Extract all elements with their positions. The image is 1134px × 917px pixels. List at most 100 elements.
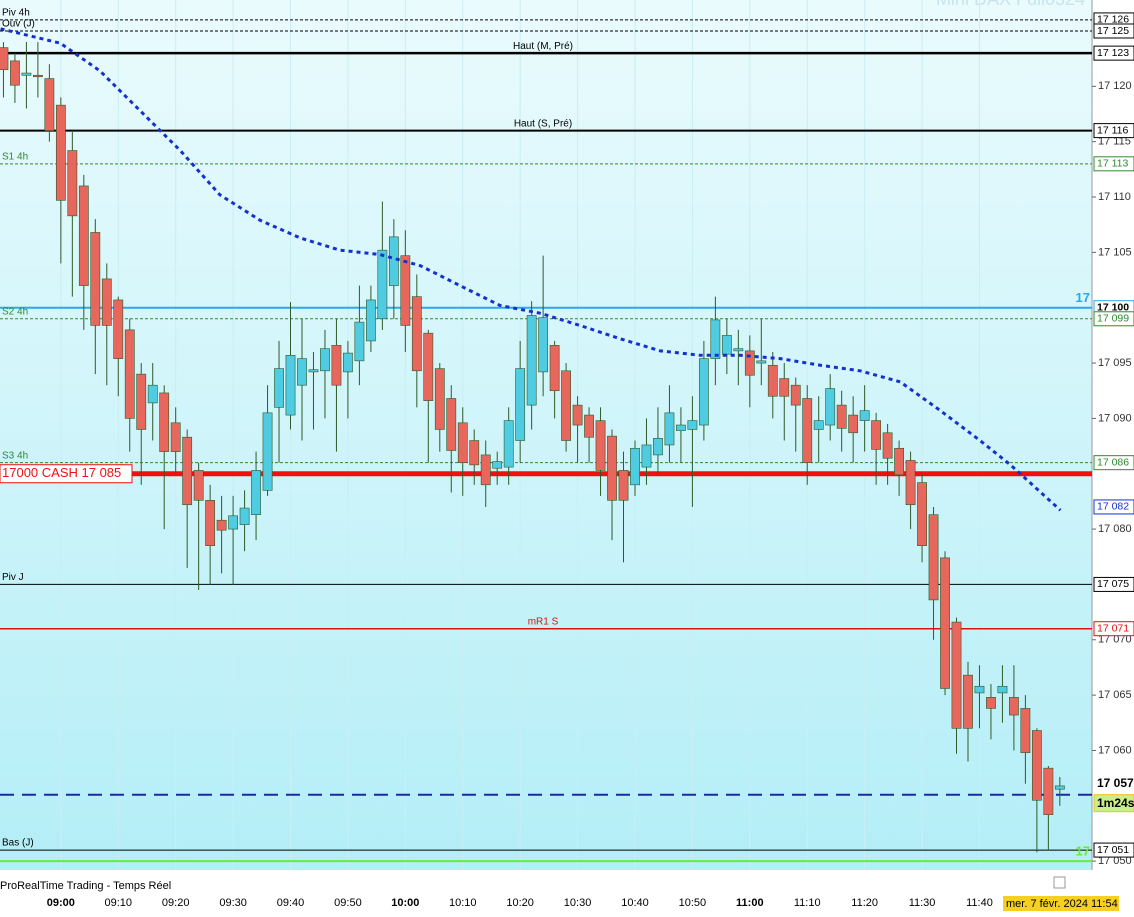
source-label: ProRealTime Trading - Temps Réel — [0, 880, 171, 892]
x-tick-label: 10:10 — [449, 897, 477, 909]
level-name: Haut (S, Pré) — [514, 118, 572, 129]
x-tick-label: 11:00 — [736, 897, 764, 909]
date-box — [1003, 896, 1119, 911]
y-tick-label: 17 095 — [1098, 357, 1132, 369]
y-tick-label: 17 090 — [1098, 412, 1132, 424]
instrument-title: Mini DAX Full0324 — [936, 0, 1085, 9]
y-tick-label: 17 120 — [1098, 80, 1132, 92]
candle-body — [733, 348, 744, 352]
candle-body — [526, 315, 537, 406]
candle-body — [653, 438, 663, 456]
candle-body — [607, 435, 617, 501]
price-box — [1093, 156, 1134, 172]
candle-body — [343, 352, 353, 373]
x-tick-label: 11:10 — [794, 897, 821, 909]
candle-body — [113, 299, 124, 359]
candle-body — [400, 255, 411, 326]
countdown-box — [1093, 794, 1134, 813]
candle-body — [882, 432, 893, 459]
candle-body — [641, 444, 652, 468]
price-box — [1093, 23, 1134, 39]
x-tick-label: 09:00 — [47, 897, 75, 909]
candle-body — [848, 414, 859, 434]
candle-body — [802, 398, 813, 463]
y-tick-label: 17 060 — [1098, 744, 1132, 756]
candle-body — [10, 60, 20, 86]
x-tick-label: 09:10 — [105, 897, 133, 909]
candle-body — [457, 422, 468, 463]
candle-body — [871, 420, 882, 450]
candle-body — [147, 384, 158, 404]
x-tick-label: 11:40 — [966, 897, 993, 909]
candle-body — [21, 72, 32, 76]
candle-body — [744, 350, 755, 376]
price-box — [1093, 621, 1134, 637]
candle-body — [124, 329, 135, 419]
price-box-label: 17 051 — [1097, 844, 1129, 856]
candle-body — [239, 507, 250, 525]
candle-body — [90, 232, 101, 326]
candle-body — [354, 321, 365, 362]
price-box-label: 17 071 — [1097, 622, 1129, 634]
candle-body — [940, 557, 950, 689]
candle-body — [411, 296, 422, 372]
candle-body — [446, 398, 457, 451]
price-box-label: 17 086 — [1097, 456, 1129, 468]
candle-body — [813, 420, 824, 430]
candle-body — [32, 74, 43, 78]
candle-body — [756, 360, 767, 364]
candle-body — [492, 461, 503, 469]
candle-body — [963, 674, 973, 729]
level-name: Piv 4h — [2, 8, 30, 19]
candle-body — [67, 150, 78, 217]
candle-body — [205, 500, 216, 546]
candle-body — [572, 404, 583, 426]
candle-body — [44, 78, 55, 131]
candle-body — [308, 369, 319, 373]
level-name: mR1 S — [528, 616, 559, 627]
y-tick-label: 17 065 — [1098, 689, 1132, 701]
price-box-label: 17 099 — [1097, 313, 1129, 325]
price-box — [1093, 45, 1134, 61]
price-box — [1093, 499, 1134, 515]
candle-body — [538, 317, 549, 373]
candle-body — [515, 368, 526, 441]
date-label: mer. 7 févr. 2024 11:54 — [1006, 898, 1118, 910]
x-tick-label: 09:50 — [334, 897, 362, 909]
candle-body — [423, 332, 434, 401]
last-price-label: 17 057 — [1097, 776, 1134, 790]
candle-body — [698, 358, 709, 426]
level-name: S1 4h — [2, 151, 28, 162]
candle-body — [618, 470, 629, 501]
candle-body — [78, 185, 89, 286]
candle-body — [434, 368, 445, 430]
candle-body — [101, 278, 112, 326]
level-edge-label: 17 — [1076, 290, 1090, 305]
x-tick-label: 10:30 — [564, 897, 592, 909]
candle-body — [274, 368, 284, 408]
candle-body — [595, 420, 606, 471]
candle-body — [905, 460, 916, 506]
candle-body — [561, 370, 571, 441]
candle-body — [928, 514, 939, 601]
candle-body — [365, 299, 376, 342]
y-tick-label: 17 115 — [1098, 136, 1131, 148]
candle-body — [1020, 708, 1031, 753]
candle-body — [584, 414, 594, 438]
candle-body — [251, 470, 261, 515]
candle-body — [997, 685, 1008, 694]
price-box-label: 17 082 — [1097, 501, 1129, 513]
candle-body — [1009, 697, 1019, 716]
level-name: Piv J — [2, 572, 24, 583]
candle-body — [630, 447, 640, 486]
level-name: S3 4h — [2, 450, 28, 461]
x-tick-label: 11:30 — [909, 897, 936, 909]
price-box — [1093, 842, 1134, 858]
info-icon[interactable] — [1053, 876, 1066, 889]
candle-body — [986, 697, 996, 709]
level-name: S2 4h — [2, 306, 28, 317]
candle-body — [836, 404, 847, 429]
candle-body — [779, 378, 790, 397]
x-tick-label: 11:20 — [851, 897, 878, 909]
